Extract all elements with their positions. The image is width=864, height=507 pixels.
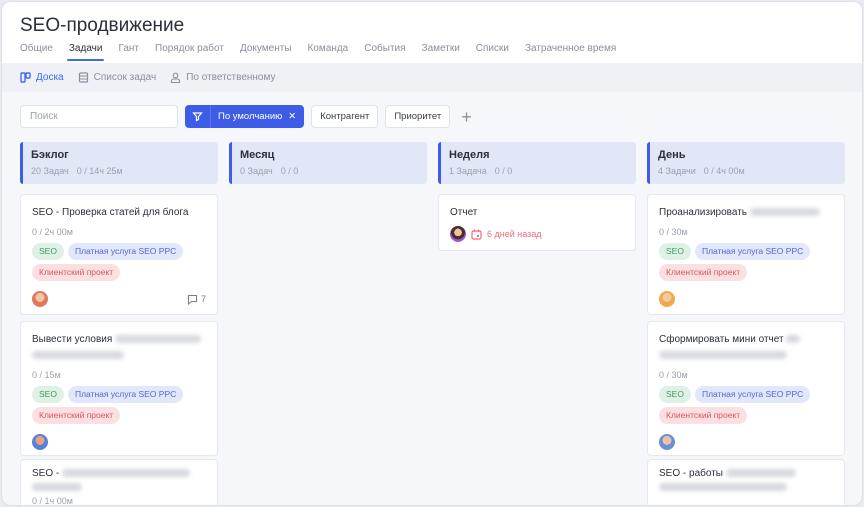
task-card[interactable]: Сформировать мини отчет 0 / 30м SEO Платн… bbox=[647, 321, 845, 456]
calendar-icon bbox=[471, 229, 482, 240]
tag-seo: SEO bbox=[659, 386, 691, 403]
time-total: 0 / 0 bbox=[280, 166, 299, 176]
view-board[interactable]: Доска bbox=[20, 72, 64, 83]
task-count: 4 Задачи bbox=[658, 166, 696, 176]
tab-lists[interactable]: Списки bbox=[475, 43, 509, 54]
view-task-list-label: Список задач bbox=[93, 72, 157, 83]
time-total: 0 / 14ч 25м bbox=[76, 166, 123, 176]
filter-preset-button[interactable]: По умолчанию ✕ bbox=[185, 105, 305, 128]
task-count: 1 Задача bbox=[449, 166, 487, 176]
column-name: Бэклог bbox=[31, 149, 69, 161]
add-filter-icon[interactable]: + bbox=[461, 106, 472, 127]
task-count: 0 Задач bbox=[240, 166, 273, 176]
view-by-assignee-label: По ответственному bbox=[186, 72, 276, 83]
view-by-assignee[interactable]: По ответственному bbox=[170, 72, 276, 83]
tag-client-project: Клиентский проект bbox=[32, 264, 121, 281]
task-card[interactable]: SEO - работы bbox=[647, 459, 845, 505]
project-tabs: Общие Задачи Гант Порядок работ Документ… bbox=[20, 43, 617, 61]
task-title: SEO - работы bbox=[659, 468, 723, 479]
list-icon bbox=[78, 72, 88, 83]
task-title: SEO - Проверка статей для блога bbox=[32, 207, 189, 218]
comment-count: 7 bbox=[200, 294, 206, 304]
tag-client-project: Клиентский проект bbox=[659, 264, 748, 281]
tab-tasks[interactable]: Задачи bbox=[66, 43, 105, 61]
view-task-list[interactable]: Список задач bbox=[78, 72, 157, 83]
avatar[interactable] bbox=[32, 434, 48, 450]
task-time: 0 / 15м bbox=[32, 370, 61, 380]
tab-time-spent[interactable]: Затраченное время bbox=[524, 43, 617, 54]
task-title: Проанализировать bbox=[659, 207, 748, 218]
counterparty-filter-button[interactable]: Контрагент bbox=[311, 105, 379, 128]
page-title: SEO-продвижение bbox=[20, 15, 185, 36]
task-title: SEO - bbox=[32, 468, 60, 479]
view-board-label: Доска bbox=[36, 72, 64, 83]
comments[interactable]: 7 bbox=[187, 294, 206, 305]
tag-paid-service: Платная услуга SEO PPC bbox=[67, 243, 184, 260]
tab-general[interactable]: Общие bbox=[20, 43, 53, 54]
column-header[interactable]: Бэклог 20 Задач 0 / 14ч 25м bbox=[20, 142, 218, 184]
task-card[interactable]: Вывести условия 0 / 15м SEO Платная услуг… bbox=[20, 321, 218, 456]
tag-paid-service: Платная услуга SEO PPC bbox=[67, 386, 184, 403]
time-total: 0 / 0 bbox=[494, 166, 513, 176]
task-card[interactable]: SEO - 0 / 1ч 00м bbox=[20, 459, 218, 506]
time-total: 0 / 4ч 00м bbox=[703, 166, 745, 176]
tag-seo: SEO bbox=[32, 243, 64, 260]
column-header[interactable]: Месяц 0 Задач 0 / 0 bbox=[229, 142, 427, 184]
page-header: SEO-продвижение Общие Задачи Гант Порядо… bbox=[2, 2, 862, 63]
tag-seo: SEO bbox=[32, 386, 64, 403]
tag-paid-service: Платная услуга SEO PPC bbox=[694, 386, 811, 403]
column-header[interactable]: Неделя 1 Задача 0 / 0 bbox=[438, 142, 636, 184]
task-time: 0 / 2ч 00м bbox=[32, 227, 73, 237]
task-time: 0 / 30м bbox=[659, 227, 688, 237]
priority-filter-button[interactable]: Приоритет bbox=[385, 105, 451, 128]
task-title: Отчет bbox=[450, 207, 478, 218]
column-day: День 4 Задачи 0 / 4ч 00м Проанализировать … bbox=[647, 142, 845, 505]
column-backlog: Бэклог 20 Задач 0 / 14ч 25м SEO - Проверка… bbox=[20, 142, 218, 505]
column-name: Неделя bbox=[449, 149, 490, 161]
tag-seo: SEO bbox=[659, 243, 691, 260]
clear-filter-icon[interactable]: ✕ bbox=[288, 111, 297, 122]
tab-events[interactable]: События bbox=[364, 43, 406, 54]
avatar[interactable] bbox=[32, 291, 48, 307]
view-switcher: Доска Список задач По ответственному bbox=[2, 63, 862, 92]
column-week: Неделя 1 Задача 0 / 0 Отчет 6 дней назад bbox=[438, 142, 636, 251]
task-card[interactable]: Проанализировать 0 / 30м SEO Платная услу… bbox=[647, 194, 845, 315]
task-title: Вывести условия bbox=[32, 334, 113, 345]
task-title: Сформировать мини отчет bbox=[659, 334, 784, 345]
column-name: Месяц bbox=[240, 149, 275, 161]
tag-client-project: Клиентский проект bbox=[32, 407, 121, 424]
task-card[interactable]: Отчет 6 дней назад bbox=[438, 194, 636, 251]
avatar[interactable] bbox=[450, 226, 466, 242]
column-month: Месяц 0 Задач 0 / 0 bbox=[229, 142, 427, 184]
tag-client-project: Клиентский проект bbox=[659, 407, 748, 424]
user-icon bbox=[171, 72, 181, 83]
filter-preset-label: По умолчанию bbox=[218, 111, 283, 122]
avatar[interactable] bbox=[659, 434, 675, 450]
column-header[interactable]: День 4 Задачи 0 / 4ч 00м bbox=[647, 142, 845, 184]
board-icon bbox=[20, 72, 31, 83]
task-time: 0 / 1ч 00м bbox=[32, 496, 73, 506]
task-card[interactable]: SEO - Проверка статей для блога 0 / 2ч 0… bbox=[20, 194, 218, 315]
task-time: 0 / 30м bbox=[659, 370, 688, 380]
tab-team[interactable]: Команда bbox=[307, 43, 349, 54]
tab-notes[interactable]: Заметки bbox=[421, 43, 460, 54]
filter-bar: По умолчанию ✕ Контрагент Приоритет + bbox=[20, 105, 472, 128]
task-count: 20 Задач bbox=[31, 166, 69, 176]
column-name: День bbox=[658, 149, 686, 161]
comment-icon bbox=[187, 294, 198, 305]
tab-documents[interactable]: Документы bbox=[239, 43, 292, 54]
tab-workflow[interactable]: Порядок работ bbox=[155, 43, 224, 54]
avatar[interactable] bbox=[659, 291, 675, 307]
filter-icon bbox=[185, 105, 211, 128]
due-date: 6 дней назад bbox=[487, 229, 542, 239]
search-input[interactable] bbox=[20, 105, 178, 128]
tab-gantt[interactable]: Гант bbox=[118, 43, 139, 54]
tag-paid-service: Платная услуга SEO PPC bbox=[694, 243, 811, 260]
